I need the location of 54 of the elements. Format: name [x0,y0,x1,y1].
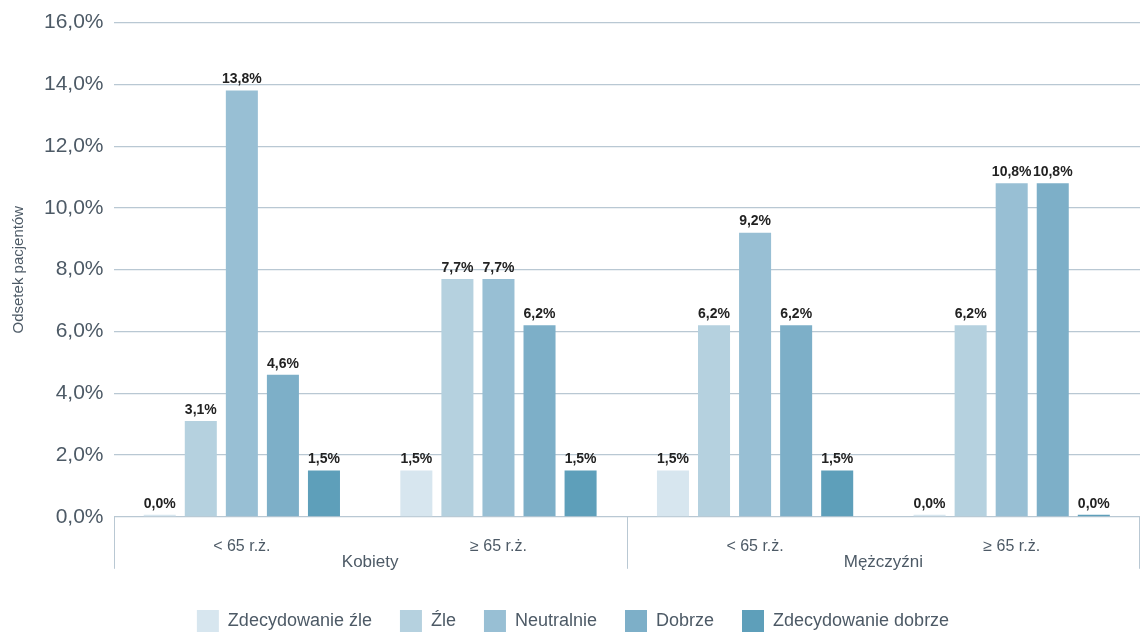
x-tick-label: < 65 r.ż. [213,536,271,554]
data-label: 7,7% [441,258,474,275]
y-tick-label: 2,0% [55,441,104,465]
data-label: 1,5% [400,450,433,467]
x-tick-label: ≥ 65 r.ż. [470,536,527,554]
y-tick-label: 4,0% [55,380,104,404]
data-label: 1,5% [564,450,598,467]
legend-label: Neutralnie [514,609,597,630]
y-tick-label: 16,0% [44,9,104,33]
bar [780,325,813,517]
bar [307,470,340,517]
data-label: 3,1% [184,400,218,417]
data-label: 0,0% [1077,494,1111,511]
bar [225,90,258,517]
data-label: 6,2% [523,305,557,322]
data-label: 1,5% [308,450,341,467]
legend-label: Zdecydowanie dobrze [773,609,950,630]
y-tick-label: 12,0% [44,132,104,156]
x-tick-label: < 65 r.ż. [726,536,784,554]
bar [1036,183,1069,517]
bar [656,470,689,517]
legend-label: Zdecydowanie źle [227,609,372,630]
bar [400,470,433,517]
data-label: 1,5% [657,450,690,467]
data-label: 4,6% [266,354,300,371]
data-label: 0,0% [143,494,177,511]
x-tick-label: ≥ 65 r.ż. [983,536,1041,554]
data-label: 7,7% [482,258,515,275]
data-label: 10,8% [991,163,1033,180]
data-label: 9,2% [739,212,772,229]
data-label: 6,2% [780,305,813,322]
bar [821,470,854,517]
y-tick-label: 0,0% [55,503,104,527]
data-label: 0,0% [913,494,947,511]
y-axis-title: Odsetek pacjentów [9,205,27,334]
data-label: 13,8% [222,70,263,87]
y-tick-label: 6,0% [55,318,104,342]
bar [564,470,597,517]
bar [995,183,1028,517]
text: Mężczyźni [843,552,924,572]
legend-label: Dobrze [656,609,715,630]
y-tick-label: 14,0% [44,71,104,95]
y-tick-label: 10,0% [44,194,104,218]
bar [482,278,515,517]
data-label: 6,2% [954,305,988,322]
bar [523,325,556,517]
text: Kobiety [341,552,400,572]
data-label: 6,2% [698,305,731,322]
y-tick-label: 8,0% [55,256,104,280]
bar [266,374,299,517]
legend-label: Źle [430,609,456,630]
bar [739,232,772,517]
data-label: 1,5% [821,450,854,467]
data-label: 10,8% [1032,163,1074,180]
